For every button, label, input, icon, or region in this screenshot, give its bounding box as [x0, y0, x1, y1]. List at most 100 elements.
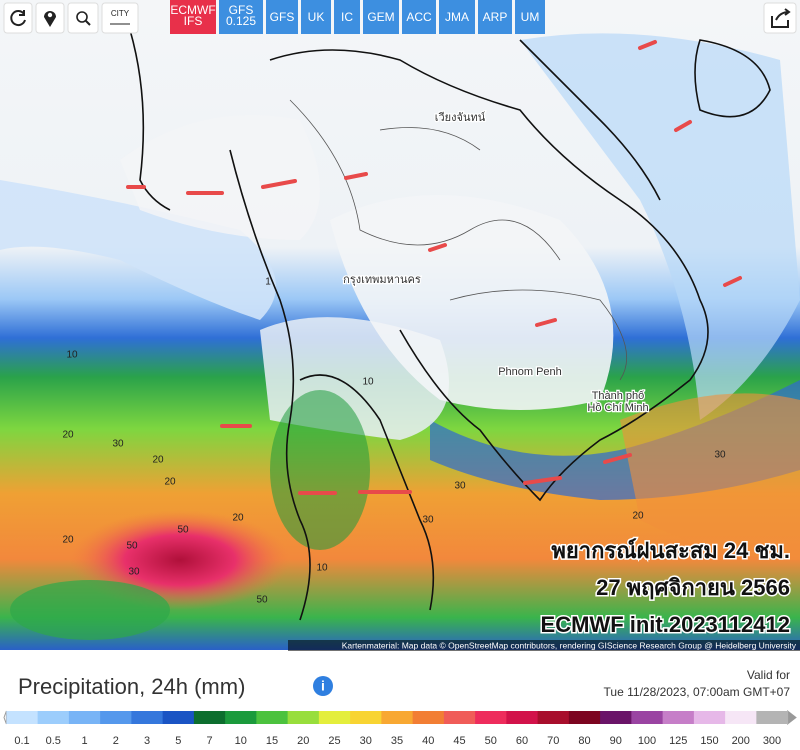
scale-label: 10 — [235, 735, 247, 747]
place-label: เวียงจันทน์ — [435, 111, 486, 124]
scale-swatch — [725, 711, 757, 724]
dry-patch — [330, 195, 614, 410]
rain-patch — [0, 180, 276, 320]
coastline — [299, 374, 435, 611]
contour-label: 20 — [164, 477, 176, 488]
model-label: UK — [308, 10, 325, 24]
wind-arrow — [344, 172, 368, 180]
scale-arrow-left — [3, 710, 7, 725]
model-buttons: ECMWF IFS GFS 0.125 GFS UK IC GEM ACC JMA ARP UM — [170, 0, 545, 34]
model-button[interactable] — [515, 0, 545, 34]
scale-swatch — [193, 711, 226, 724]
scale-label: 150 — [700, 735, 718, 747]
model-button[interactable] — [219, 0, 263, 34]
model-label: IC — [341, 10, 353, 24]
scale-swatch — [568, 711, 601, 724]
contour-label: 30 — [714, 450, 726, 461]
rain-patch — [270, 390, 370, 550]
refresh-icon — [10, 10, 26, 27]
scale-swatch — [756, 711, 789, 724]
info-button[interactable] — [313, 676, 333, 696]
model-label: ARP — [483, 10, 508, 24]
contour-label: 1 — [265, 277, 271, 288]
scale-swatch — [381, 711, 414, 724]
scale-swatch — [318, 711, 351, 724]
scale-label: 50 — [485, 735, 497, 747]
city-button[interactable] — [101, 2, 139, 34]
contour-label: 10 — [362, 377, 374, 388]
scale-swatch — [37, 711, 70, 724]
scale-swatch — [131, 711, 164, 724]
contour-label: 20 — [152, 455, 164, 466]
refresh-button[interactable] — [3, 2, 33, 34]
scale-label: 300 — [763, 735, 781, 747]
share-button[interactable] — [763, 2, 797, 34]
valid-label: Valid for — [747, 668, 790, 682]
wind-arrow — [261, 179, 297, 189]
model-label: GFS — [270, 10, 295, 24]
model-button[interactable] — [478, 0, 512, 34]
zoom-icon — [76, 11, 88, 23]
scale-label: 0.1 — [14, 735, 29, 747]
forecast-caption: พยากรณ์ฝนสะสม 24 ชม. 27 พฤศจิกายน 2566 ECM… — [539, 536, 791, 638]
model-button[interactable] — [301, 0, 331, 34]
scale-label: 200 — [732, 735, 750, 747]
contour-label: 30 — [454, 481, 466, 492]
caption-line: 27 พฤศจิกายน 2566 — [596, 575, 790, 600]
contour-label: 20 — [632, 511, 644, 522]
border — [289, 99, 627, 381]
contour-label: 30 — [112, 439, 124, 450]
model-button[interactable] — [439, 0, 475, 34]
pin-icon — [44, 11, 56, 27]
scale-swatch — [68, 711, 101, 724]
scale-swatch — [350, 711, 382, 724]
model-button[interactable] — [266, 0, 298, 34]
coastline — [519, 39, 661, 201]
scale-label: 35 — [391, 735, 403, 747]
scale-label: 125 — [669, 735, 687, 747]
scale-label: 90 — [610, 735, 622, 747]
contour-label: 20 — [62, 535, 74, 546]
scale-swatch — [631, 711, 664, 724]
caption-line: ECMWF init.2023112412 — [541, 612, 790, 637]
model-button[interactable] — [402, 0, 436, 34]
coastline — [694, 39, 771, 118]
scale-swatch — [256, 711, 289, 724]
scale-swatch — [100, 711, 132, 724]
toolbar: CITY ECMWF IFS GFS 0.125 GFS UK IC GEM ACC JMA ARP… — [3, 0, 797, 34]
legend-title: Precipitation, 24h (mm) — [18, 674, 245, 699]
coastline — [129, 29, 311, 621]
scale-label: 100 — [638, 735, 656, 747]
scale-label: 20 — [297, 735, 309, 747]
wind-arrow — [674, 120, 692, 132]
model-button[interactable] — [334, 0, 360, 34]
zoom-handle — [85, 20, 91, 26]
map-labels: เวียงจันทน์กรุงเทพมหานคร Phnom Penh Thành … — [62, 110, 726, 606]
model-label: ECMWF IFS — [170, 3, 215, 28]
contour-label: 10 — [316, 563, 328, 574]
pin-hole — [47, 12, 53, 18]
scale-label: 80 — [578, 735, 590, 747]
caption-line: พยากรณ์ฝนสะสม 24 ชม. — [551, 538, 790, 563]
valid-time: Tue 11/28/2023, 07:00am GMT+07 — [604, 685, 791, 699]
place-label: Thành phố Hồ Chí Minh — [587, 390, 648, 414]
info-icon: i — [321, 678, 325, 694]
contour-label: 50 — [177, 525, 189, 536]
contour-label: 20 — [62, 430, 74, 441]
contour-label: 50 — [256, 595, 268, 606]
model-button[interactable] — [170, 0, 216, 34]
scale-swatch — [506, 711, 539, 724]
zoom-button[interactable] — [67, 2, 99, 34]
model-label: JMA — [445, 10, 469, 24]
scale-swatch — [412, 711, 445, 724]
model-button[interactable] — [363, 0, 399, 34]
scale-label: 30 — [360, 735, 372, 747]
scale-swatch — [475, 711, 507, 724]
scale-label: 3 — [144, 735, 150, 747]
dry-patch — [120, 115, 320, 240]
attribution: Kartenmaterial: Map data © OpenStreetMap… — [342, 640, 797, 650]
scale-label: 25 — [328, 735, 340, 747]
wind-arrow — [428, 243, 447, 252]
share-icon — [771, 8, 791, 28]
